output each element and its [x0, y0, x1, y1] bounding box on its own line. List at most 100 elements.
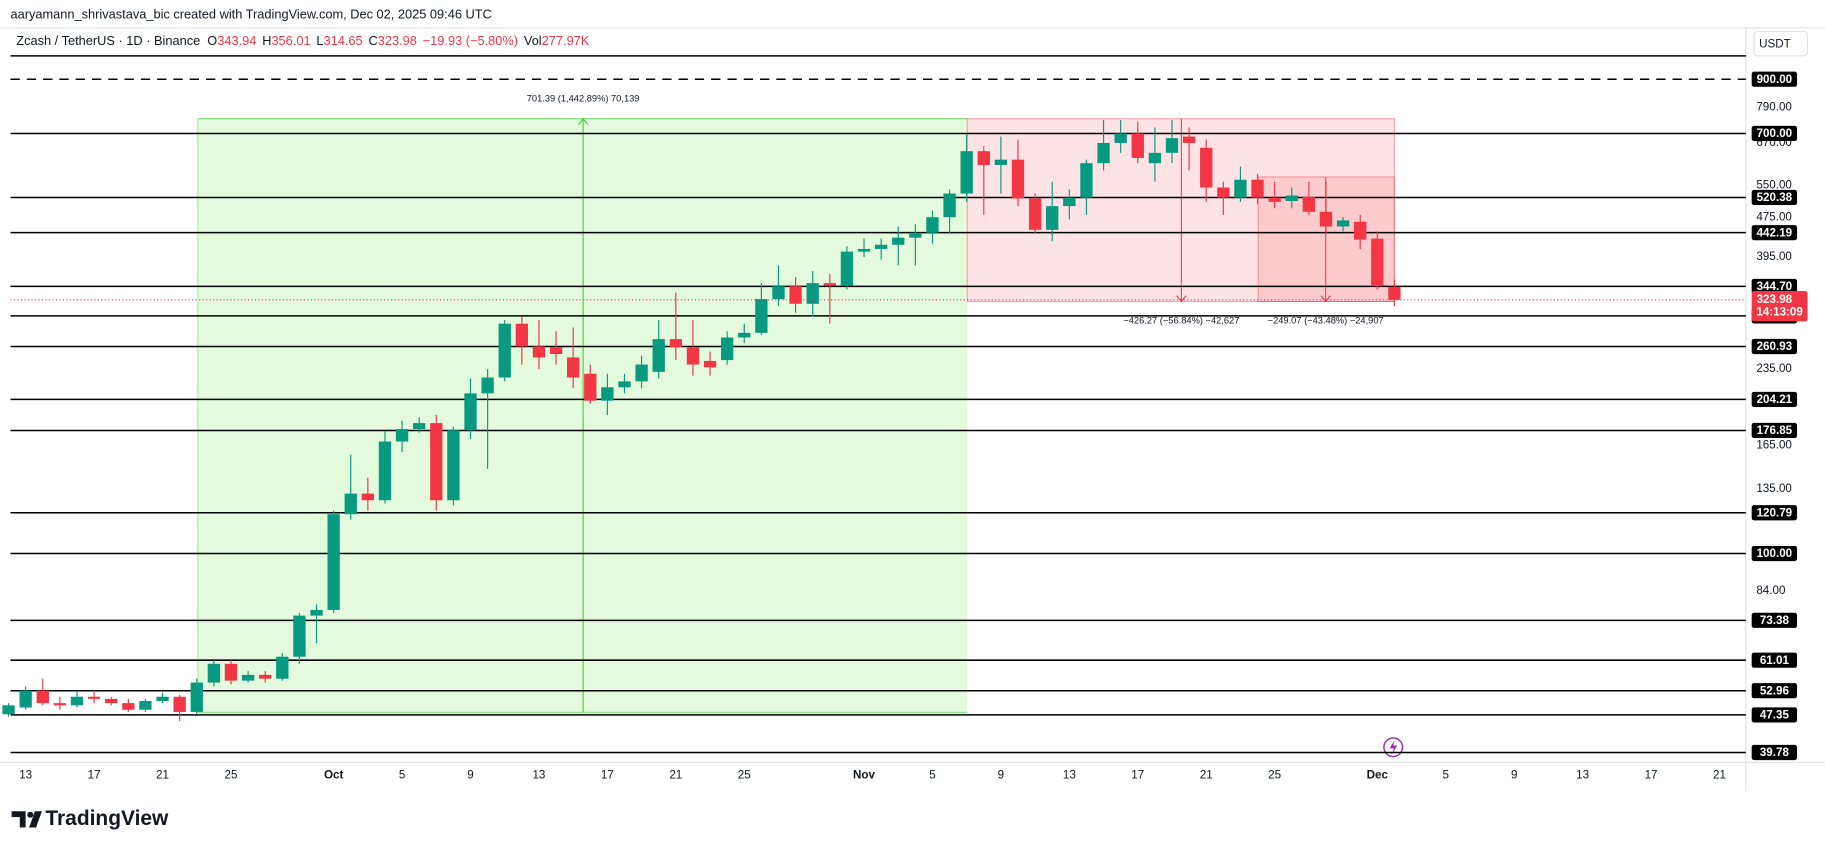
- candle-body: [1388, 286, 1401, 300]
- candle-body: [2, 705, 15, 715]
- candle-body: [549, 347, 563, 355]
- change: −19.93 (−5.80%): [423, 33, 518, 48]
- candle-body: [960, 151, 973, 194]
- candle-body: [1080, 163, 1093, 198]
- candle-body: [1251, 179, 1264, 198]
- arrow-head: [1176, 295, 1187, 303]
- candle-body: [156, 696, 169, 701]
- candle-body: [122, 703, 135, 710]
- candle-body: [190, 682, 203, 712]
- candle-body: [926, 217, 939, 233]
- y-tick-label: 135.00: [1756, 482, 1792, 495]
- candle-body: [823, 283, 836, 286]
- x-tick-label: 5: [399, 768, 405, 781]
- candle-body: [755, 299, 768, 333]
- level-label-box: [1751, 338, 1798, 355]
- x-tick-label: 17: [1131, 768, 1144, 781]
- candle-body: [36, 690, 49, 704]
- x-tick-label: Dec: [1367, 768, 1389, 781]
- candle-body: [53, 703, 67, 706]
- candle-body: [669, 339, 682, 348]
- y-tick-label: 475.00: [1756, 210, 1792, 223]
- close-value: 323.98: [378, 33, 417, 48]
- candle-body: [1182, 136, 1196, 143]
- level-label: 260.93: [1757, 340, 1793, 353]
- x-tick-label: 21: [1713, 768, 1726, 781]
- level-label: 47.35: [1760, 709, 1790, 722]
- x-tick-label: 9: [467, 768, 473, 781]
- candle-body: [806, 283, 819, 304]
- candle-body: [464, 393, 477, 431]
- level-label: 176.85: [1757, 424, 1793, 437]
- candle-body: [241, 674, 255, 681]
- candle-body: [293, 615, 306, 657]
- level-label-box: [1751, 683, 1798, 699]
- level-label: 39.78: [1760, 746, 1790, 759]
- candle-body: [892, 237, 905, 245]
- candle-body: [1063, 197, 1076, 207]
- level-label-box: [1751, 744, 1798, 761]
- x-tick-label: 25: [738, 768, 751, 781]
- level-label: 100.00: [1757, 547, 1793, 560]
- candle-body: [1336, 220, 1350, 227]
- level-label-box: [1751, 612, 1798, 628]
- candle-body: [1268, 197, 1281, 202]
- candle-body: [1234, 179, 1247, 198]
- level-label: 344.70: [1757, 280, 1793, 293]
- level-label: 900.00: [1757, 73, 1793, 86]
- symbol: Zcash / TetherUS · 1D · Binance: [16, 33, 200, 48]
- candle-body: [840, 251, 854, 286]
- y-tick-label: 395.00: [1756, 250, 1792, 263]
- candle-body: [276, 656, 289, 679]
- currency-box[interactable]: [1753, 30, 1809, 57]
- candle-body: [635, 364, 648, 382]
- x-tick-label: 9: [1511, 768, 1517, 781]
- candle-body: [652, 339, 665, 372]
- y-tick-label: 790.00: [1756, 100, 1792, 113]
- y-tick-label: 550.00: [1756, 179, 1792, 192]
- logo-dot: [27, 811, 34, 818]
- volume-label: Vol: [524, 33, 542, 48]
- currency[interactable]: USDT: [1759, 37, 1791, 50]
- candle-body: [224, 663, 238, 681]
- candle-body: [395, 429, 409, 442]
- arrow-head: [578, 117, 589, 125]
- candle-body: [686, 347, 700, 365]
- candle-body: [259, 674, 272, 679]
- candle-body: [703, 360, 717, 368]
- candle-body: [909, 232, 922, 238]
- candle-body: [87, 696, 101, 699]
- candle-body: [977, 151, 990, 165]
- candle-body: [1354, 221, 1367, 240]
- level-label: 120.79: [1757, 506, 1793, 519]
- candle-body: [1200, 147, 1213, 188]
- candle-body: [1028, 198, 1042, 230]
- level-label: 700.00: [1757, 127, 1793, 140]
- x-tick-label: 21: [156, 768, 169, 781]
- level-label-box: [1751, 278, 1798, 294]
- open-label: O: [207, 33, 217, 48]
- x-tick-label: 25: [1268, 768, 1281, 781]
- level-label: 204.21: [1757, 393, 1793, 406]
- x-tick-label: Oct: [324, 768, 344, 781]
- x-tick-label: 13: [532, 768, 545, 781]
- volume: 277.97K: [542, 33, 590, 48]
- x-tick-label: 13: [19, 768, 32, 781]
- candle-body: [601, 387, 614, 401]
- arrow-head: [1320, 295, 1331, 303]
- candle-body: [70, 696, 84, 706]
- high-label: H: [262, 33, 271, 48]
- candle-body: [361, 493, 375, 501]
- level-label: 520.38: [1757, 191, 1793, 204]
- candle-body: [430, 423, 443, 501]
- level-label-box: [1751, 545, 1798, 562]
- long-range: [197, 118, 968, 713]
- candle-body: [567, 357, 580, 378]
- candle-body: [532, 346, 546, 358]
- level-label-box: [1751, 71, 1798, 87]
- candle-body: [874, 244, 888, 249]
- candle-body: [378, 441, 392, 501]
- candle-body: [173, 696, 186, 712]
